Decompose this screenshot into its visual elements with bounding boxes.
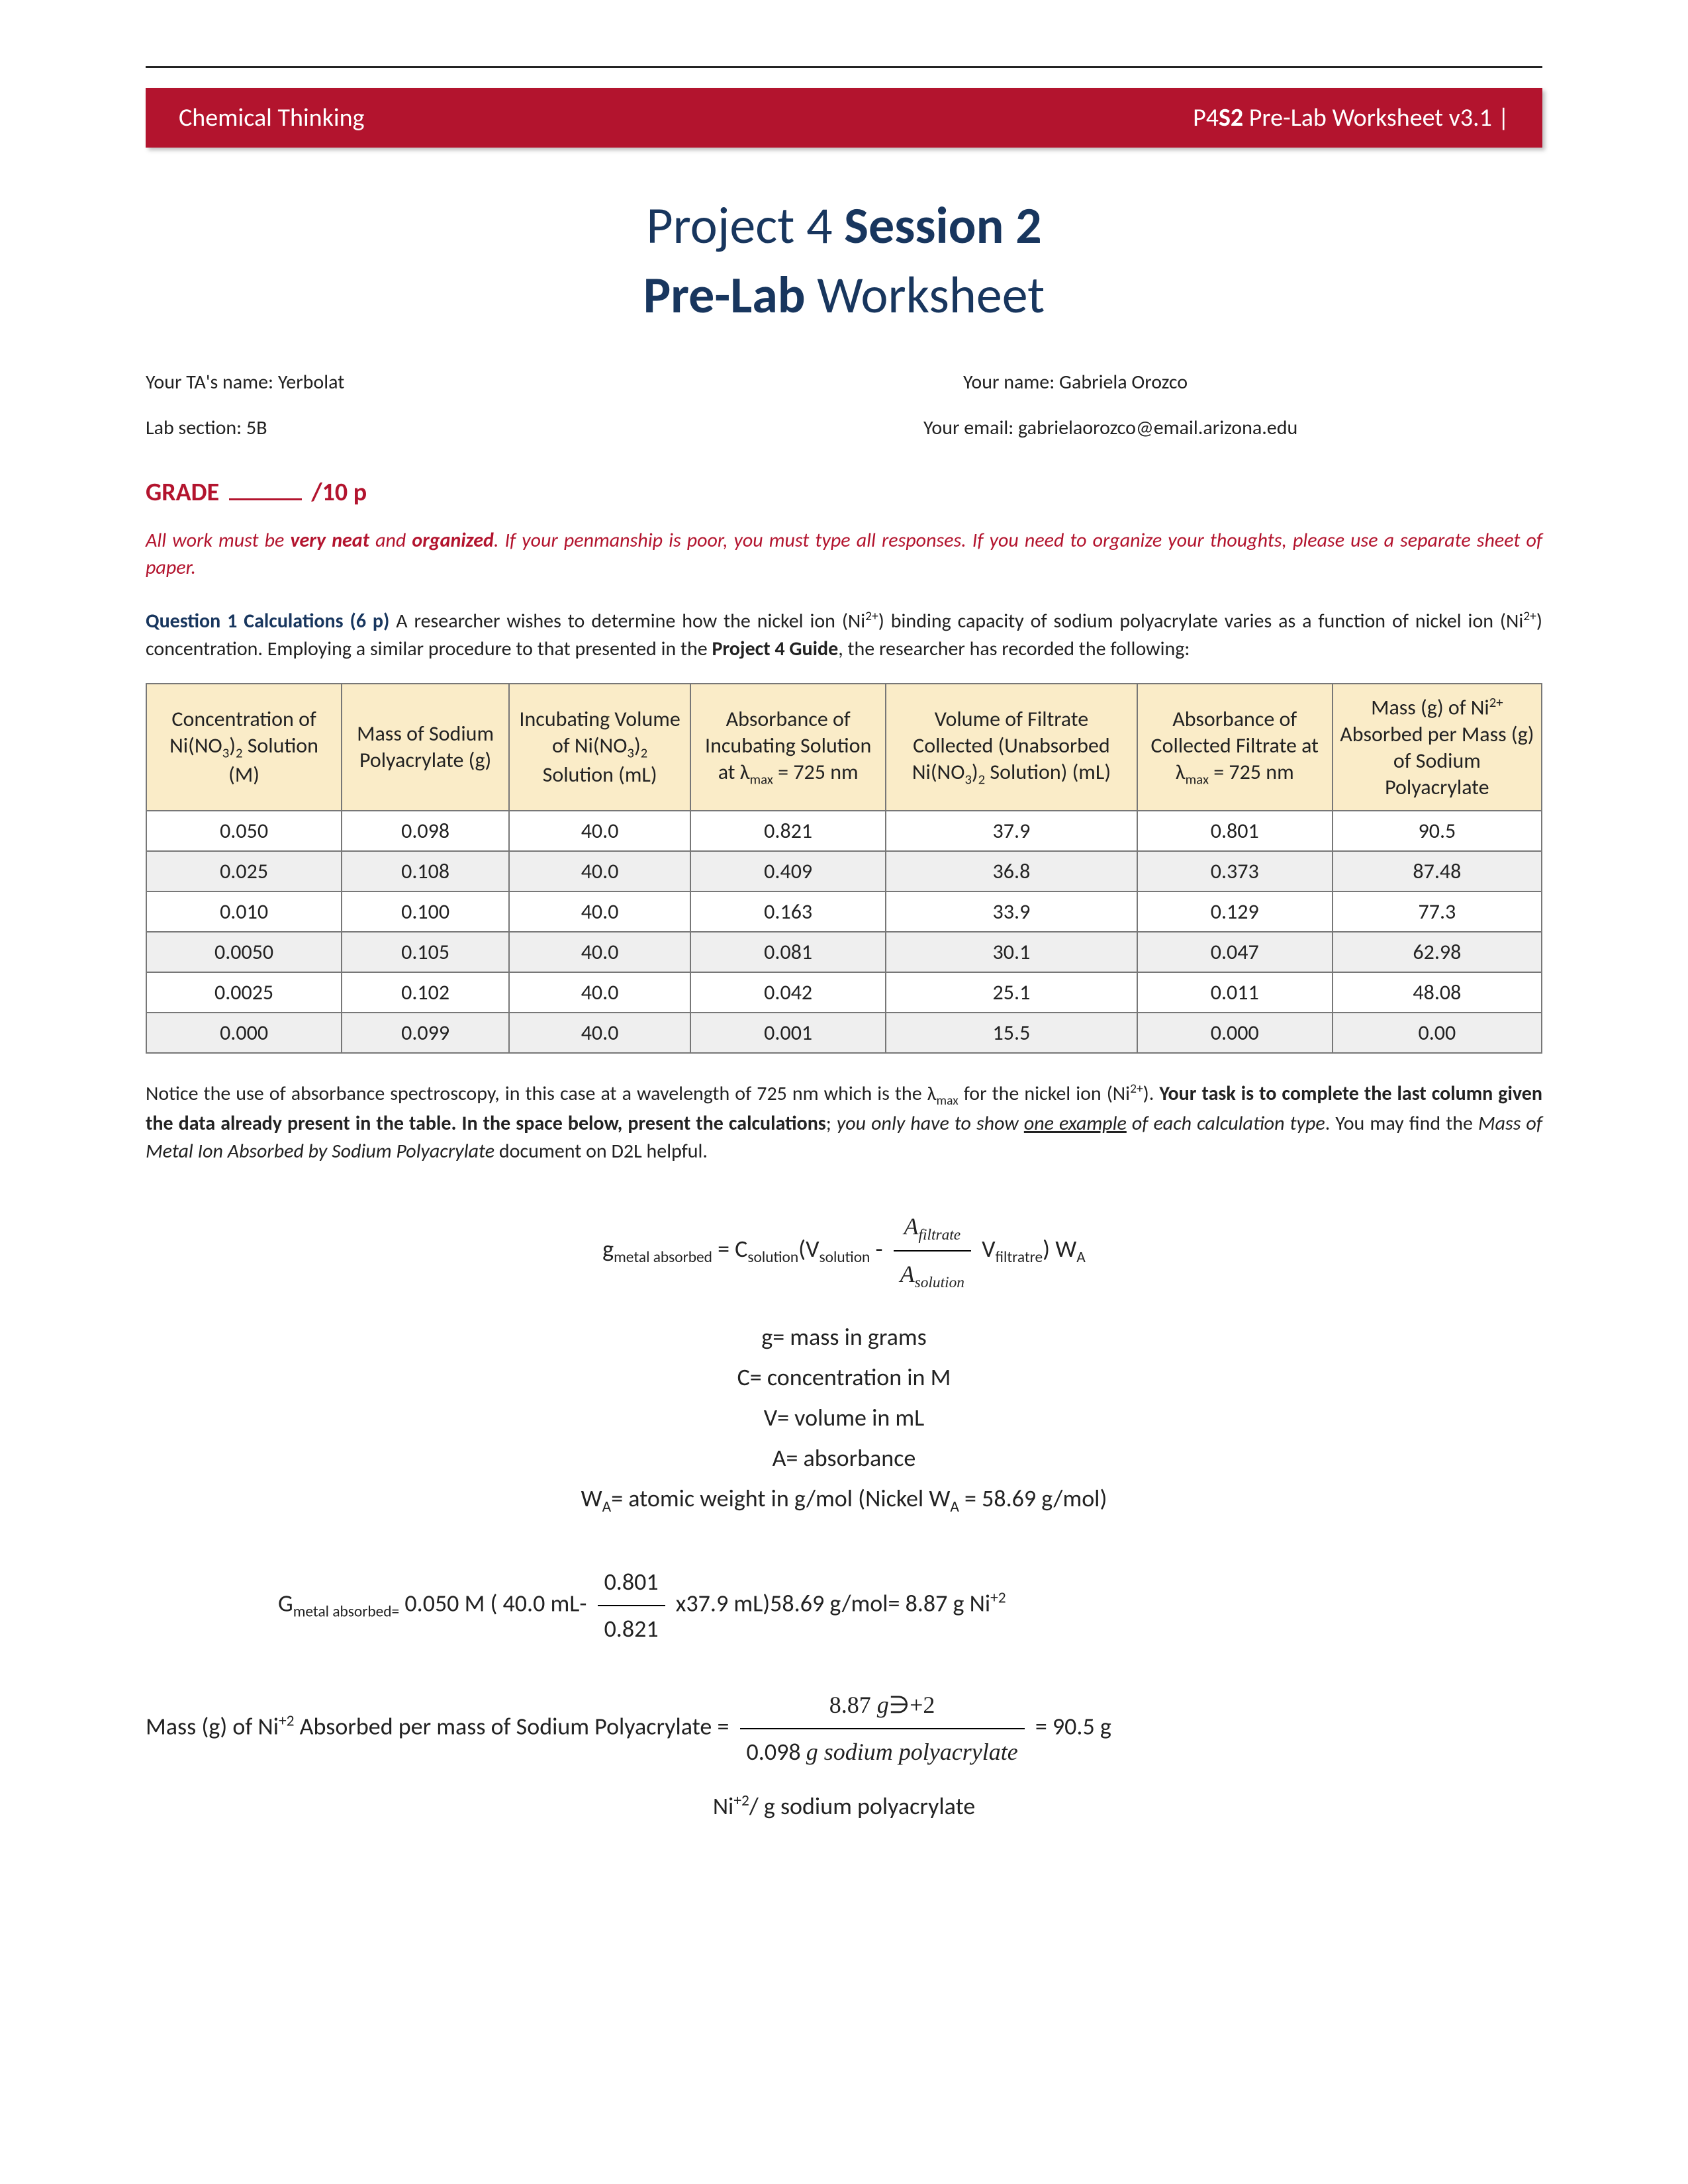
table-cell: 0.100 xyxy=(342,891,509,932)
table-header-cell: Volume of Filtrate Collected (Unabsorbed… xyxy=(886,684,1137,811)
table-row: 0.0250.10840.00.40936.80.37387.48 xyxy=(146,851,1542,891)
table-row: 0.00250.10240.00.04225.10.01148.08 xyxy=(146,972,1542,1013)
table-cell: 40.0 xyxy=(509,1013,690,1053)
table-cell: 0.000 xyxy=(1137,1013,1333,1053)
table-cell: 87.48 xyxy=(1333,851,1542,891)
table-cell: 0.801 xyxy=(1137,811,1333,851)
calc2-fraction: 0.801 0.821 xyxy=(598,1561,665,1651)
table-row: 0.0100.10040.00.16333.90.12977.3 xyxy=(146,891,1542,932)
table-cell: 77.3 xyxy=(1333,891,1542,932)
table-cell: 0.129 xyxy=(1137,891,1333,932)
header-banner: Chemical Thinking P4S2 Pre-Lab Worksheet… xyxy=(146,88,1542,148)
student-email: Your email: gabrielaorozco@email.arizona… xyxy=(857,412,1542,444)
table-cell: 0.050 xyxy=(146,811,342,851)
table-cell: 0.0025 xyxy=(146,972,342,1013)
table-cell: 25.1 xyxy=(886,972,1137,1013)
table-cell: 40.0 xyxy=(509,851,690,891)
page-subtitle: Pre-Lab Worksheet xyxy=(146,263,1542,326)
table-cell: 30.1 xyxy=(886,932,1137,972)
student-info: Your TA's name: Yerbolat Your name: Gabr… xyxy=(146,366,1542,444)
ta-name: Your TA's name: Yerbolat xyxy=(146,366,831,398)
table-body: 0.0500.09840.00.82137.90.80190.50.0250.1… xyxy=(146,811,1542,1053)
table-cell: 0.000 xyxy=(146,1013,342,1053)
table-header-cell: Absorbance of Collected Filtrate at λmax… xyxy=(1137,684,1333,811)
table-cell: 0.00 xyxy=(1333,1013,1542,1053)
table-header-row: Concentration of Ni(NO3)2 Solution (M)Ma… xyxy=(146,684,1542,811)
calc3-fraction: 8.87 g∋+2 0.098 g sodium polyacrylate xyxy=(740,1684,1025,1774)
table-cell: 37.9 xyxy=(886,811,1137,851)
table-cell: 0.025 xyxy=(146,851,342,891)
instructions: All work must be very neat and organized… xyxy=(146,527,1542,581)
table-header-cell: Concentration of Ni(NO3)2 Solution (M) xyxy=(146,684,342,811)
table-cell: 0.011 xyxy=(1137,972,1333,1013)
table-cell: 40.0 xyxy=(509,972,690,1013)
table-cell: 40.0 xyxy=(509,891,690,932)
data-table: Concentration of Ni(NO3)2 Solution (M)Ma… xyxy=(146,683,1542,1054)
table-cell: 0.042 xyxy=(690,972,886,1013)
table-cell: 0.010 xyxy=(146,891,342,932)
table-cell: 0.409 xyxy=(690,851,886,891)
table-header-cell: Mass (g) of Ni2+ Absorbed per Mass (g) o… xyxy=(1333,684,1542,811)
formula-main: gmetal absorbed = Csolution(Vsolution - … xyxy=(146,1205,1542,1297)
top-rule xyxy=(146,66,1542,68)
table-cell: 0.821 xyxy=(690,811,886,851)
table-cell: 36.8 xyxy=(886,851,1137,891)
table-cell: 0.047 xyxy=(1137,932,1333,972)
variable-definitions: g= mass in grams C= concentration in M V… xyxy=(146,1317,1542,1522)
table-header-cell: Mass of Sodium Polyacrylate (g) xyxy=(342,684,509,811)
calculation-example-2: Mass (g) of Ni+2 Absorbed per mass of So… xyxy=(146,1684,1542,1774)
banner-left: Chemical Thinking xyxy=(179,103,365,133)
table-cell: 0.099 xyxy=(342,1013,509,1053)
table-cell: 0.001 xyxy=(690,1013,886,1053)
table-cell: 33.9 xyxy=(886,891,1137,932)
page-title: Project 4 Session 2 xyxy=(146,194,1542,257)
table-cell: 0.163 xyxy=(690,891,886,932)
table-row: 0.00500.10540.00.08130.10.04762.98 xyxy=(146,932,1542,972)
question-1: Question 1 Calculations (6 p) A research… xyxy=(146,608,1542,663)
student-name: Your name: Gabriela Orozco xyxy=(857,366,1542,398)
table-cell: 40.0 xyxy=(509,811,690,851)
table-cell: 0.105 xyxy=(342,932,509,972)
table-cell: 15.5 xyxy=(886,1013,1137,1053)
table-cell: 0.0050 xyxy=(146,932,342,972)
table-row: 0.0000.09940.00.00115.50.0000.00 xyxy=(146,1013,1542,1053)
post-table-text: Notice the use of absorbance spectroscop… xyxy=(146,1080,1542,1165)
table-cell: 40.0 xyxy=(509,932,690,972)
grade-line: GRADE /10 p xyxy=(146,477,1542,508)
lab-section: Lab section: 5B xyxy=(146,412,831,444)
table-cell: 0.081 xyxy=(690,932,886,972)
banner-right: P4S2 Pre-Lab Worksheet v3.1 | xyxy=(1193,103,1509,133)
table-cell: 0.108 xyxy=(342,851,509,891)
table-cell: 0.102 xyxy=(342,972,509,1013)
table-cell: 48.08 xyxy=(1333,972,1542,1013)
table-cell: 62.98 xyxy=(1333,932,1542,972)
formula-fraction: Afiltrate Asolution xyxy=(894,1205,971,1297)
table-cell: 90.5 xyxy=(1333,811,1542,851)
table-cell: 0.373 xyxy=(1137,851,1333,891)
grade-blank xyxy=(229,498,302,500)
calculation-example-1: Gmetal absorbed= 0.050 M ( 40.0 mL- 0.80… xyxy=(146,1561,1542,1651)
table-header-cell: Incubating Volume of Ni(NO3)2 Solution (… xyxy=(509,684,690,811)
table-cell: 0.098 xyxy=(342,811,509,851)
table-row: 0.0500.09840.00.82137.90.80190.5 xyxy=(146,811,1542,851)
table-header-cell: Absorbance of Incubating Solution at λma… xyxy=(690,684,886,811)
calculation-units: Ni+2/ g sodium polyacrylate xyxy=(146,1785,1542,1828)
